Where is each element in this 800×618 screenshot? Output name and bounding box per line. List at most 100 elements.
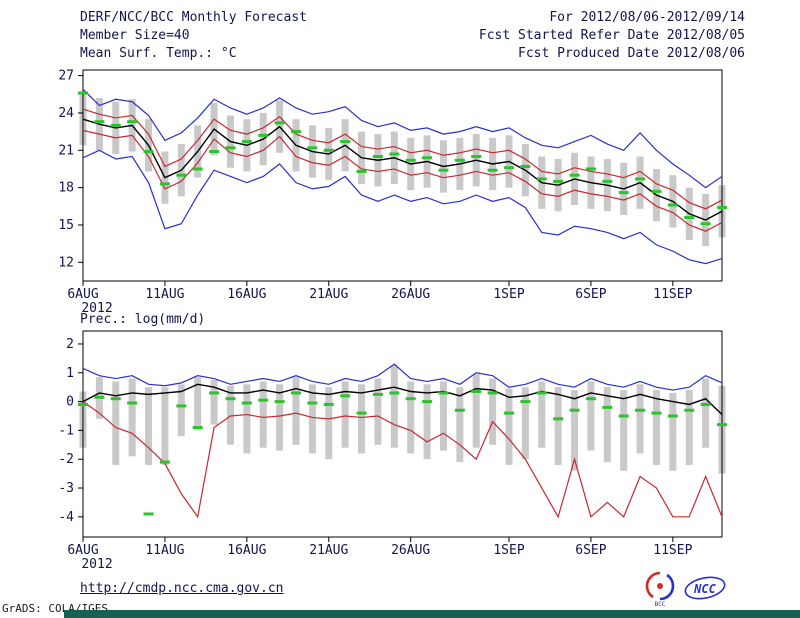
observation-marker xyxy=(717,423,727,427)
observation-marker xyxy=(94,120,105,124)
observation-marker xyxy=(389,391,400,395)
observation-marker xyxy=(438,168,449,172)
observation-marker xyxy=(176,173,187,177)
observation-marker xyxy=(323,402,334,406)
plot-frame xyxy=(82,330,723,538)
observation-marker xyxy=(422,156,433,160)
spread-bar xyxy=(669,392,677,471)
observation-marker xyxy=(667,203,678,207)
x-tick-label: 6AUG xyxy=(67,543,98,558)
observation-marker xyxy=(225,146,236,150)
y-tick-label: 27 xyxy=(58,69,74,84)
ncc-logo: NCC xyxy=(684,576,726,600)
y-tick-label: 0 xyxy=(66,395,74,410)
x-tick-label: 1SEP xyxy=(493,287,524,302)
observation-marker xyxy=(340,140,351,144)
y-tick-label: -4 xyxy=(58,510,74,525)
refer-date-label: Fcst Started Refer Date 2012/08/05 xyxy=(478,28,745,43)
observation-marker xyxy=(700,402,711,406)
observation-marker xyxy=(471,155,482,159)
spread-bar xyxy=(702,378,710,448)
observation-marker xyxy=(372,155,383,159)
series-ensemble-min xyxy=(82,401,723,519)
observation-marker xyxy=(258,133,269,137)
observation-marker xyxy=(241,140,252,144)
x-tick-label: 11SEP xyxy=(653,287,692,302)
observation-marker xyxy=(651,411,662,415)
spread-bar xyxy=(407,381,415,454)
observation-marker xyxy=(536,391,547,395)
observation-marker xyxy=(274,400,285,404)
observation-marker xyxy=(487,391,498,395)
observation-marker xyxy=(127,401,138,405)
observation-marker xyxy=(422,400,433,404)
temperature-panel: 12 15 18 21 24 27 6AUG 11AUG 16AUG 21AUG 26AUG 1SEP… xyxy=(58,69,727,316)
series-std-upper xyxy=(82,108,723,210)
observation-marker xyxy=(569,408,580,412)
observation-marker xyxy=(602,179,613,183)
x-tick-label: 11SEP xyxy=(653,543,692,558)
y-tick-label: 21 xyxy=(58,143,74,158)
spread-bar xyxy=(276,384,284,451)
spread-bar xyxy=(358,384,366,454)
x-tick-label: 21AUG xyxy=(309,287,348,302)
observation-marker xyxy=(602,405,613,409)
spread-bar xyxy=(325,387,333,460)
produced-date-label: Fcst Produced Date 2012/08/06 xyxy=(518,46,745,61)
spread-bar xyxy=(112,381,120,465)
spread-bar xyxy=(210,379,218,425)
spread-bar xyxy=(489,378,497,445)
x-sub-label: 2012 xyxy=(81,301,112,316)
ensemble-spread-bars xyxy=(79,365,726,474)
forecast-range-label: For 2012/08/06-2012/09/14 xyxy=(549,10,745,25)
spread-bar xyxy=(292,377,300,445)
x-tick-label: 1SEP xyxy=(493,543,524,558)
observation-marker xyxy=(372,392,383,396)
y-tick-label: -1 xyxy=(58,423,74,438)
observation-marker xyxy=(274,121,285,125)
observation-marker xyxy=(569,173,580,177)
x-tick-label: 11AUG xyxy=(145,543,184,558)
observation-marker xyxy=(159,182,170,186)
spread-bar xyxy=(145,387,153,465)
page-title: DERF/NCC/BCC Monthly Forecast xyxy=(80,10,307,25)
observation-marker xyxy=(553,417,564,421)
observation-marker xyxy=(405,397,416,401)
prec-panel-title: Prec.: log(mm/d) xyxy=(80,312,206,327)
spread-bar xyxy=(571,390,579,471)
observation-marker xyxy=(438,391,449,395)
spread-bar xyxy=(538,381,546,448)
spread-bar xyxy=(636,384,644,454)
x-tick-label: 6SEP xyxy=(575,287,606,302)
observation-marker xyxy=(504,166,514,170)
observation-marker xyxy=(356,411,367,415)
spread-bar xyxy=(128,378,136,457)
observation-marker xyxy=(340,394,351,398)
observation-marker xyxy=(471,390,482,394)
observation-markers xyxy=(78,91,727,226)
observation-marker xyxy=(307,146,318,150)
x-tick-label: 26AUG xyxy=(391,543,430,558)
bcc-logo: BCC xyxy=(645,571,675,607)
observation-marker xyxy=(585,397,596,401)
footer-url-link[interactable]: http://cmdp.ncc.cma.gov.cn xyxy=(80,581,284,596)
x-sub-label: 2012 xyxy=(81,557,112,572)
member-size-label: Member Size=40 xyxy=(80,28,190,43)
bcc-red-swirl xyxy=(645,571,661,599)
ensemble-spread-bars xyxy=(79,93,726,247)
x-tick-label: 11AUG xyxy=(145,287,184,302)
observation-marker xyxy=(143,150,154,154)
spread-bar xyxy=(456,387,464,463)
spread-bar xyxy=(472,374,480,448)
observation-marker xyxy=(110,397,121,401)
observation-marker xyxy=(651,189,662,193)
observation-marker xyxy=(536,177,547,181)
observation-marker xyxy=(78,402,88,406)
observation-marker xyxy=(454,408,465,412)
observation-marker xyxy=(585,167,596,171)
observation-marker xyxy=(454,158,465,162)
observation-marker xyxy=(78,91,88,95)
observation-marker xyxy=(684,408,695,412)
